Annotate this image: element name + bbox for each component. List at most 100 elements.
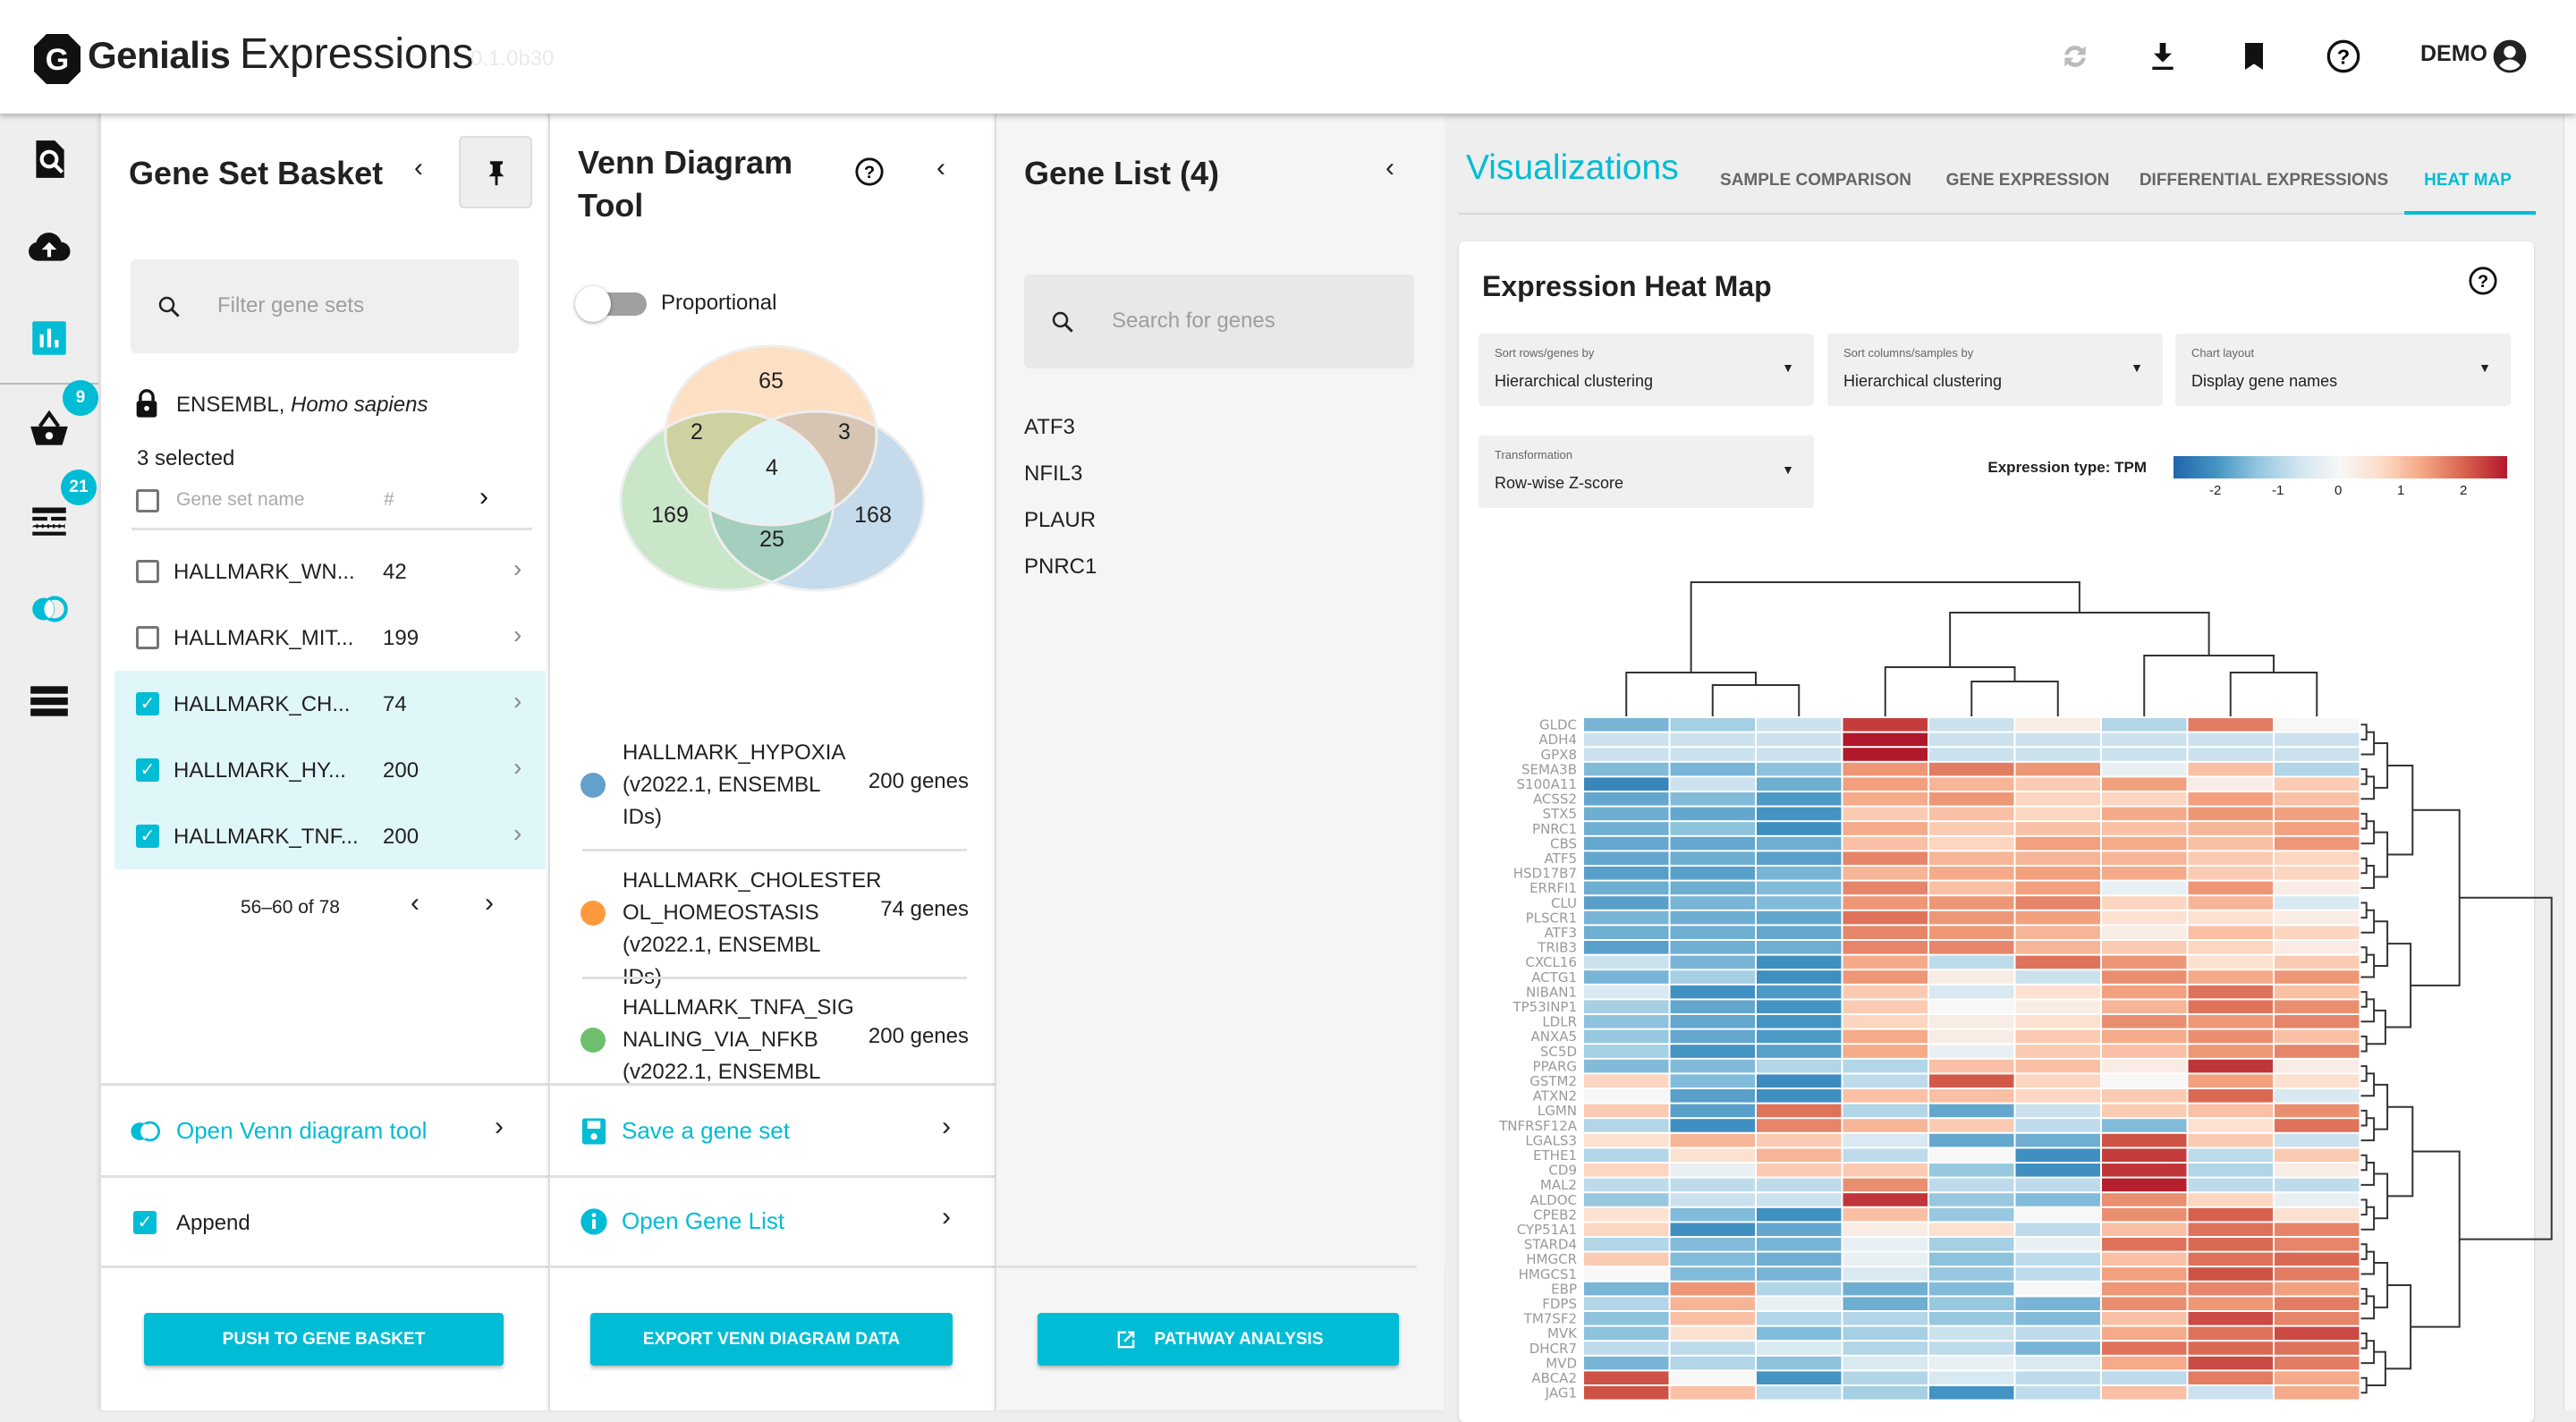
chevron-right-icon[interactable]: ›	[513, 554, 522, 582]
colorbar-tick: 2	[2460, 483, 2468, 498]
user-account-icon[interactable]	[2492, 38, 2528, 74]
venn-diagram-panel: Venn Diagram Tool ? ‹ Proportional 65 2 …	[549, 114, 996, 1410]
panel-title: Gene List (4)	[1024, 155, 1220, 191]
gene-set-checkbox[interactable]	[136, 626, 159, 649]
expand-all-chevron-icon[interactable]: ›	[479, 482, 488, 512]
scrollbar[interactable]	[2563, 114, 2576, 1410]
gene-item[interactable]: ATF3	[1024, 415, 1075, 439]
tab-sample-comparison[interactable]: SAMPLE COMPARISON	[1720, 171, 1911, 190]
gene-set-row[interactable]: ✓ HALLMARK_HY... 200 ›	[114, 737, 546, 803]
divider	[550, 1175, 996, 1178]
legend-divider	[582, 849, 967, 851]
chevron-right-icon[interactable]: ›	[513, 753, 522, 781]
user-name[interactable]: DEMO	[2420, 41, 2487, 66]
venn-icon[interactable]	[27, 587, 72, 631]
chevron-right-icon: ›	[495, 1112, 504, 1141]
venn-legend-item: HALLMARK_CHOLESTER OL_HOMEOSTASIS (v2022.1…	[550, 854, 996, 989]
open-venn-tool-action[interactable]: Open Venn diagram tool ›	[101, 1086, 549, 1175]
basket-icon[interactable]	[27, 408, 72, 453]
previous-page-button[interactable]: ‹	[411, 888, 419, 918]
toggle-knob	[575, 286, 611, 322]
colorbar-tick: -1	[2272, 483, 2284, 498]
venn-diagram: 65 2 3 4 169 168 25	[619, 344, 926, 592]
gene-item[interactable]: NFIL3	[1024, 461, 1083, 486]
gene-set-row[interactable]: ✓ HALLMARK_CH... 74 ›	[114, 671, 546, 737]
gene-sets-icon[interactable]	[27, 496, 72, 541]
gene-set-count: 74	[383, 692, 407, 716]
filter-gene-sets-input[interactable]: Filter gene sets	[131, 259, 519, 353]
collapse-chevron-icon[interactable]: ‹	[936, 153, 945, 182]
svg-text:G: G	[46, 43, 69, 77]
select-all-checkbox[interactable]	[136, 489, 159, 512]
bar-chart-icon[interactable]	[27, 316, 72, 360]
cloud-upload-icon[interactable]	[27, 225, 72, 270]
proportional-toggle[interactable]	[575, 286, 647, 322]
dropdown-transformation[interactable]: Transformation Row-wise Z-score ▼	[1479, 436, 1814, 508]
dropdown-value: Row-wise Z-score	[1495, 474, 1624, 492]
panel-title-line1: Venn Diagram	[578, 144, 793, 181]
filter-placeholder: Filter gene sets	[217, 293, 365, 317]
chevron-right-icon: ›	[942, 1112, 951, 1141]
selected-count: 3 selected	[137, 446, 235, 470]
chevron-right-icon: ›	[942, 1202, 951, 1232]
gene-set-count: 200	[383, 825, 419, 849]
set-name: HALLMARK_HYPOXIA (v2022.1, ENSEMBL IDs)	[623, 737, 864, 834]
chevron-right-icon[interactable]: ›	[513, 687, 522, 715]
next-page-button[interactable]: ›	[485, 888, 494, 918]
open-gene-list-action[interactable]: Open Gene List ›	[550, 1178, 996, 1265]
gene-set-checkbox[interactable]: ✓	[136, 692, 159, 715]
append-checkbox[interactable]: ✓	[133, 1211, 157, 1234]
gene-set-checkbox[interactable]: ✓	[136, 758, 159, 782]
gene-set-row[interactable]: HALLMARK_WN... 42 ›	[114, 538, 546, 605]
dropdown-sort-columns-samples-by[interactable]: Sort columns/samples by Hierarchical clu…	[1827, 334, 2163, 406]
help-icon[interactable]: ?	[2326, 38, 2361, 74]
header-divider	[131, 528, 532, 530]
dropdown-value: Hierarchical clustering	[1495, 372, 1654, 390]
tab-differential-expressions[interactable]: DIFFERENTIAL EXPRESSIONS	[2139, 171, 2389, 190]
save-gene-set-action[interactable]: Save a gene set ›	[550, 1086, 996, 1175]
open-venn-label: Open Venn diagram tool	[176, 1117, 428, 1144]
chevron-right-icon[interactable]: ›	[513, 819, 522, 847]
set-color-dot	[580, 773, 606, 798]
tab-heat-map[interactable]: HEAT MAP	[2424, 171, 2512, 190]
gene-item[interactable]: PNRC1	[1024, 554, 1097, 579]
dropdown-chart-layout[interactable]: Chart layout Display gene names ▼	[2175, 334, 2511, 406]
pin-button[interactable]	[459, 136, 532, 208]
help-icon[interactable]: ?	[2468, 266, 2498, 296]
dropdown-arrow-icon: ▼	[1782, 462, 1794, 477]
lock-icon	[136, 389, 157, 418]
collapse-chevron-icon[interactable]: ‹	[1385, 153, 1394, 182]
expression-type-label: Expression type: TPM	[1987, 459, 2147, 476]
dropdown-sort-rows-genes-by[interactable]: Sort rows/genes by Hierarchical clusteri…	[1479, 334, 1814, 406]
dropdown-label: Transformation	[1495, 448, 1572, 461]
gene-set-row[interactable]: ✓ HALLMARK_TNF... 200 ›	[114, 803, 546, 869]
search-document-icon[interactable]	[27, 137, 72, 182]
chevron-right-icon[interactable]: ›	[513, 621, 522, 648]
download-icon[interactable]	[2145, 38, 2181, 74]
gene-set-checkbox[interactable]	[136, 560, 159, 583]
help-icon[interactable]: ?	[854, 157, 885, 187]
dropdown-value: Display gene names	[2191, 372, 2338, 390]
list-icon[interactable]	[27, 679, 72, 724]
collapse-chevron-icon[interactable]: ‹	[414, 153, 423, 182]
refresh-icon[interactable]	[2057, 38, 2093, 74]
divider	[550, 1265, 996, 1268]
gene-set-name: HALLMARK_WN...	[174, 560, 355, 584]
dropdown-arrow-icon: ▼	[2131, 360, 2143, 375]
venn-count-top-right: 3	[838, 419, 851, 444]
gene-set-name: HALLMARK_CH...	[174, 692, 351, 716]
push-to-gene-basket-button[interactable]: PUSH TO GENE BASKET	[144, 1313, 504, 1366]
tab-gene-expression[interactable]: GENE EXPRESSION	[1945, 171, 2110, 190]
search-placeholder: Search for genes	[1112, 309, 1275, 333]
venn-count-top-left: 2	[691, 419, 703, 444]
pathway-analysis-button[interactable]: PATHWAY ANALYSIS	[1038, 1313, 1399, 1366]
search-genes-input[interactable]: Search for genes	[1024, 275, 1414, 368]
gene-set-checkbox[interactable]: ✓	[136, 825, 159, 848]
export-venn-data-button[interactable]: EXPORT VENN DIAGRAM DATA	[590, 1313, 953, 1366]
gene-set-row[interactable]: HALLMARK_MIT... 199 ›	[114, 605, 546, 671]
set-name-line: HALLMARK_CHOLESTER	[623, 868, 882, 893]
gene-item[interactable]: PLAUR	[1024, 508, 1097, 532]
venn-legend-item: HALLMARK_TNFA_SIG NALING_VIA_NFKB (v2022.1…	[550, 981, 996, 1097]
bookmark-icon[interactable]	[2236, 38, 2272, 74]
search-icon	[158, 296, 180, 317]
